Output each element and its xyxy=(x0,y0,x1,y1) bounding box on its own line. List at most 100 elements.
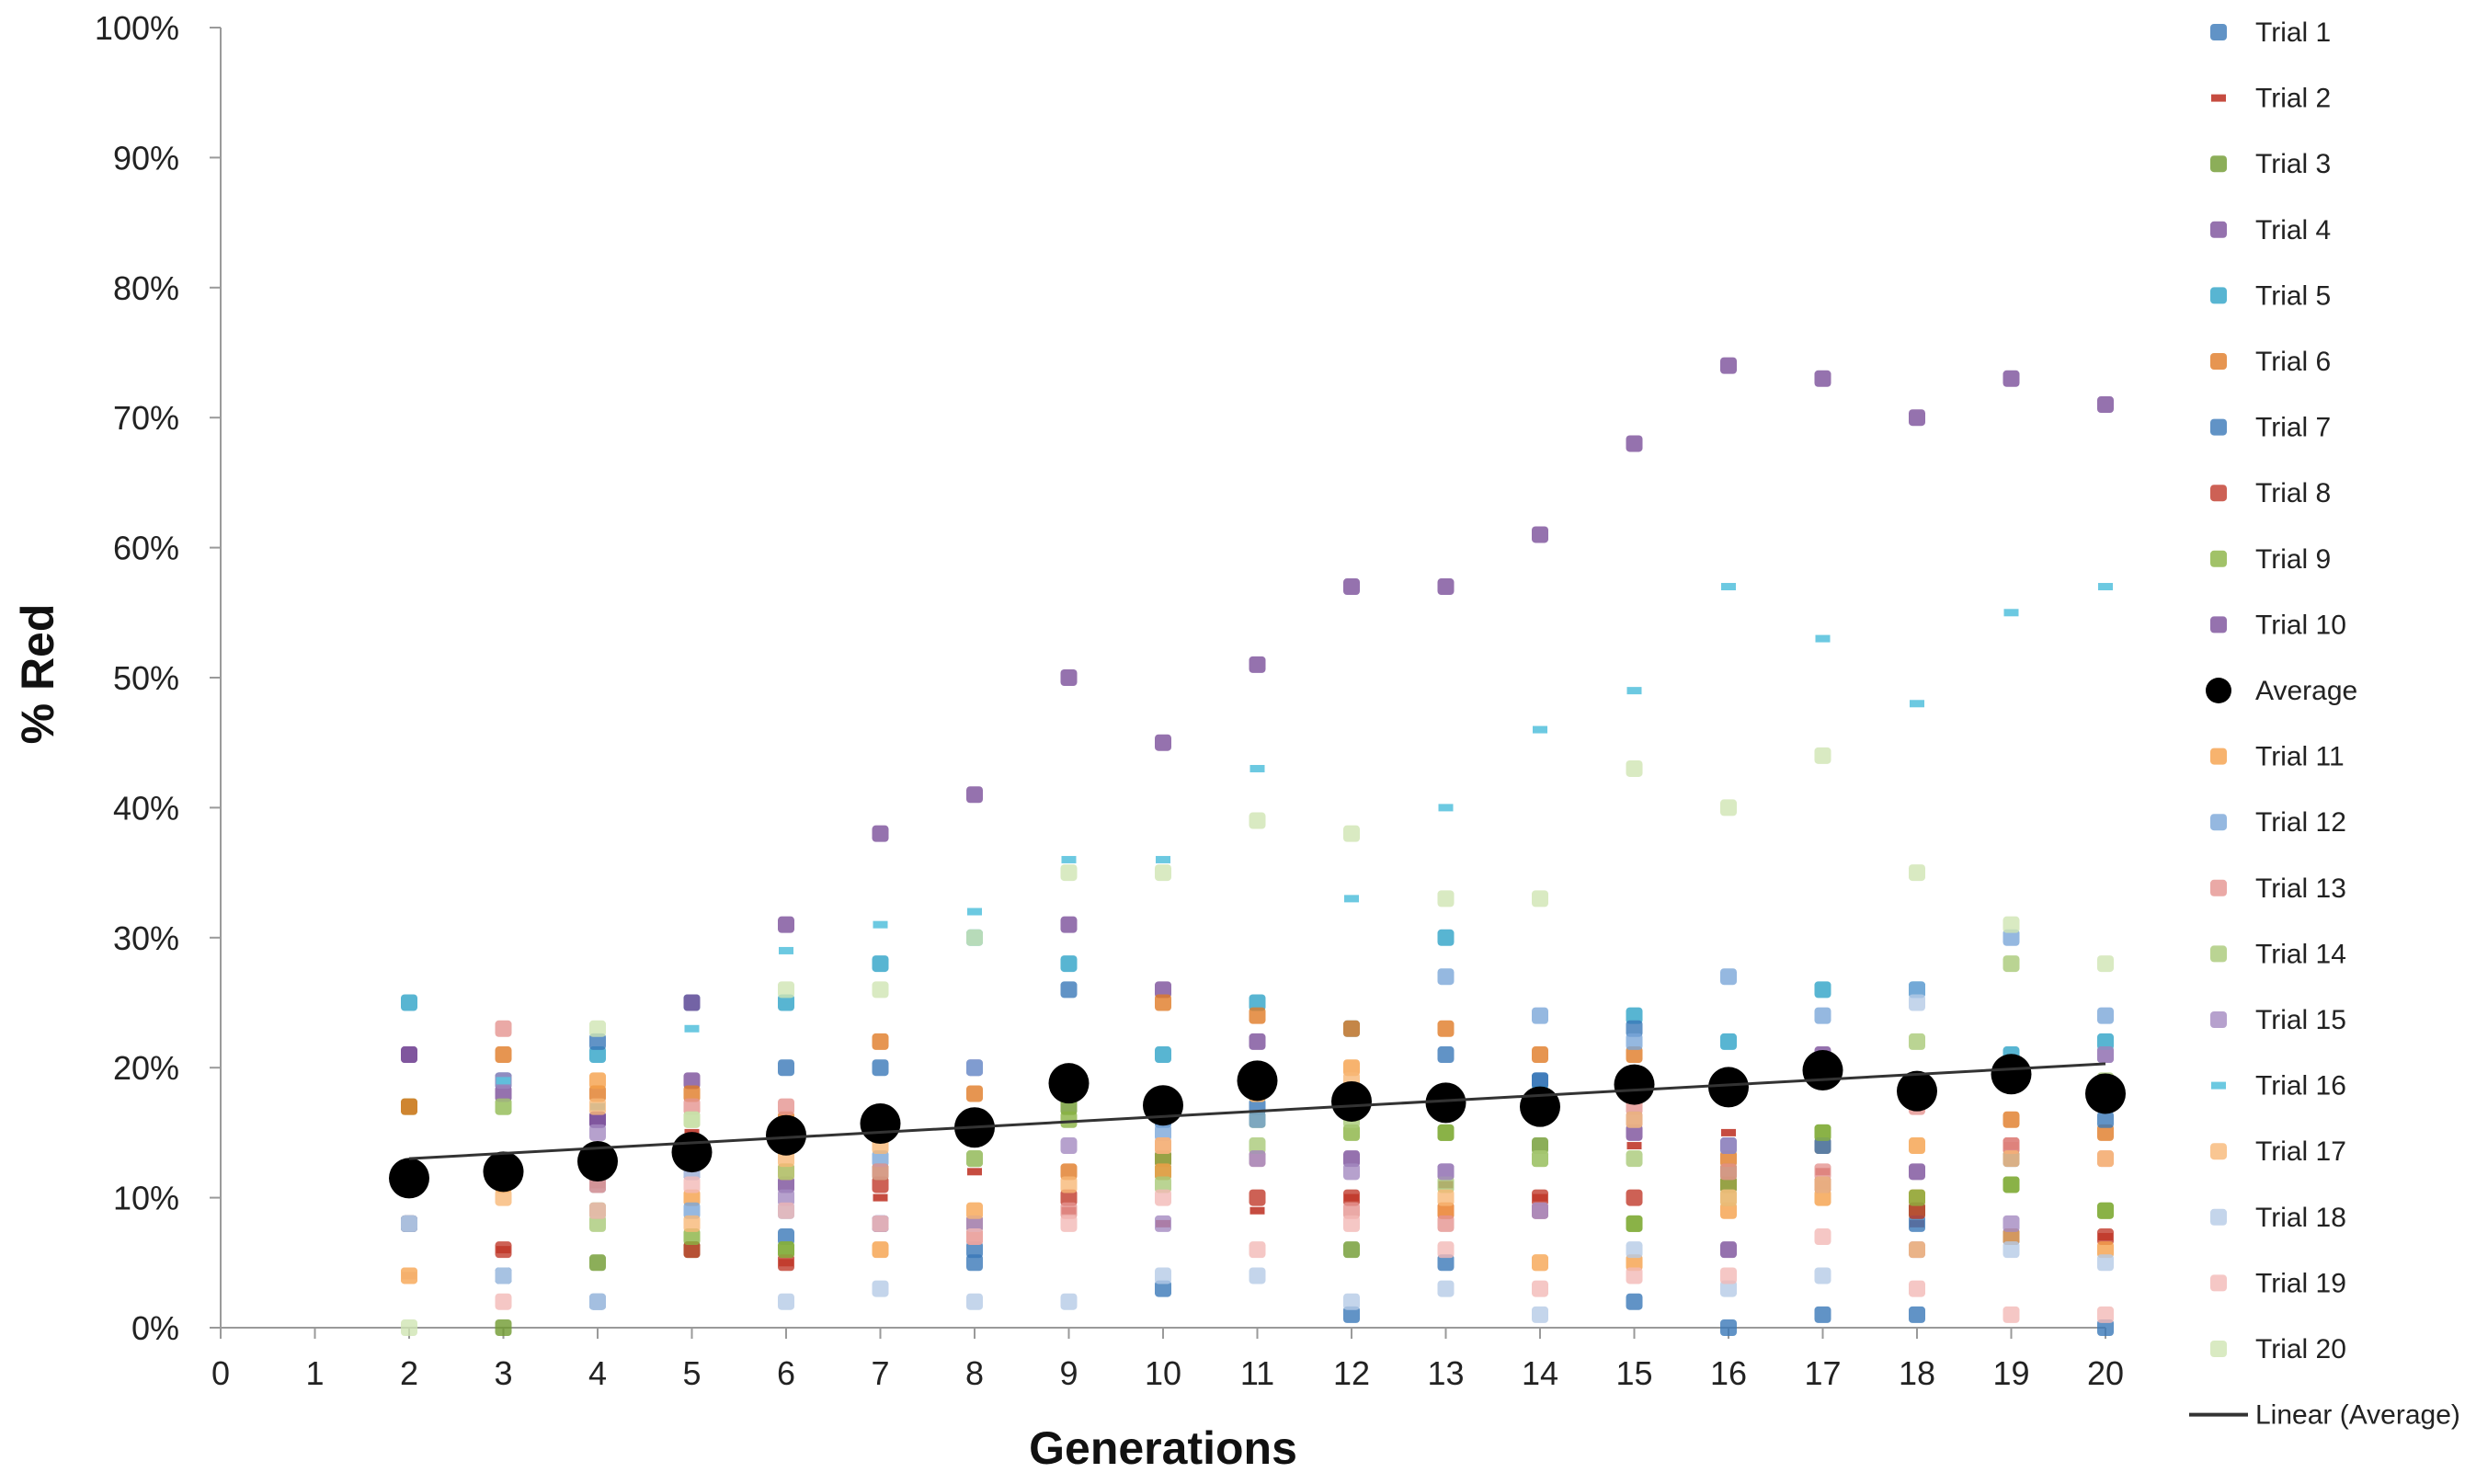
legend-label: Trial 1 xyxy=(2255,17,2331,48)
data-point-trial-10 xyxy=(2002,370,2020,387)
data-point-trial-11 xyxy=(1814,1189,1831,1206)
data-point-trial-11 xyxy=(1626,1254,1643,1272)
data-point-trial-20 xyxy=(2002,916,2020,933)
data-point-trial-4 xyxy=(1626,1124,1643,1141)
data-point-trial-11 xyxy=(683,1189,701,1206)
legend-item-trial-10: Trial 10 xyxy=(2210,610,2346,640)
legend-marker-trial-8 xyxy=(2210,485,2227,502)
legend-marker-trial-16 xyxy=(2211,1081,2226,1090)
series-trial-10 xyxy=(401,357,2114,1128)
legend-label: Average xyxy=(2255,676,2357,706)
legend-label: Trial 2 xyxy=(2255,84,2331,114)
data-point-trial-6 xyxy=(1155,994,1171,1011)
data-point-trial-12 xyxy=(1155,1124,1171,1141)
x-tick-label: 1 xyxy=(305,1354,324,1392)
data-point-trial-19 xyxy=(495,1293,512,1310)
data-point-trial-17 xyxy=(966,1202,983,1219)
data-point-trial-17 xyxy=(1437,1189,1455,1206)
data-point-trial-7 xyxy=(1437,1046,1455,1064)
legend-marker-trial-10 xyxy=(2210,616,2227,634)
data-point-trial-7 xyxy=(589,1033,606,1050)
data-point-trial-1 xyxy=(2097,1319,2114,1336)
data-point-average xyxy=(1708,1067,1749,1108)
data-point-trial-17 xyxy=(1532,1254,1548,1272)
legend-item-trial-7: Trial 7 xyxy=(2210,413,2331,443)
legend-marker-trial-13 xyxy=(2210,879,2227,896)
data-point-trial-6 xyxy=(872,1033,889,1050)
data-point-trial-11 xyxy=(1720,1202,1737,1219)
y-tick-label: 70% xyxy=(113,399,179,437)
data-point-trial-15 xyxy=(1532,1202,1548,1219)
data-point-trial-16 xyxy=(1910,700,1924,708)
data-point-trial-10 xyxy=(1909,409,1925,427)
data-point-trial-19 xyxy=(683,1176,701,1193)
data-point-trial-11 xyxy=(2002,1228,2020,1246)
data-point-trial-3 xyxy=(1343,1241,1360,1259)
data-point-trial-5 xyxy=(872,955,889,973)
data-point-trial-16 xyxy=(1344,895,1359,903)
x-tick-label: 19 xyxy=(1992,1354,2029,1392)
data-point-trial-11 xyxy=(2097,1241,2114,1259)
series-trial-19 xyxy=(401,1163,2114,1323)
legend-label: Linear (Average) xyxy=(2255,1400,2460,1431)
data-point-trial-19 xyxy=(589,1202,606,1219)
y-tick-label: 10% xyxy=(113,1180,179,1217)
data-point-trial-8 xyxy=(683,1241,701,1259)
series-trial-3 xyxy=(401,1098,2114,1336)
data-point-trial-12 xyxy=(2097,1007,2114,1024)
data-point-trial-18 xyxy=(1720,1280,1737,1297)
data-point-trial-9 xyxy=(1060,1111,1078,1128)
legend-label: Trial 11 xyxy=(2255,742,2345,772)
data-point-trial-15 xyxy=(1437,1163,1455,1181)
data-point-trial-6 xyxy=(2097,1124,2114,1141)
data-point-trial-20 xyxy=(966,929,983,946)
data-point-trial-17 xyxy=(1155,1137,1171,1155)
data-point-trial-4 xyxy=(1909,1163,1925,1181)
data-point-trial-1 xyxy=(1437,1254,1455,1272)
data-point-trial-16 xyxy=(496,1077,511,1085)
data-point-trial-19 xyxy=(1437,1241,1455,1259)
data-point-trial-19 xyxy=(1720,1267,1737,1284)
data-point-trial-1 xyxy=(872,1059,889,1077)
data-point-average xyxy=(1143,1085,1183,1126)
data-point-trial-14 xyxy=(778,1163,794,1181)
y-tick-label: 90% xyxy=(113,139,179,177)
data-point-trial-14 xyxy=(1909,1033,1925,1050)
data-point-trial-14 xyxy=(495,1098,512,1115)
legend-label: Trial 13 xyxy=(2255,873,2346,904)
x-tick-label: 8 xyxy=(965,1354,984,1392)
data-point-trial-15 xyxy=(1155,1215,1171,1232)
data-point-trial-3 xyxy=(1532,1137,1548,1155)
data-point-trial-20 xyxy=(1155,864,1171,882)
data-point-trial-13 xyxy=(1720,1163,1737,1181)
data-point-trial-9 xyxy=(778,1241,794,1259)
data-point-trial-10 xyxy=(589,1111,606,1128)
data-point-trial-10 xyxy=(778,916,794,933)
legend-item-trial-6: Trial 6 xyxy=(2210,347,2331,377)
data-point-trial-8 xyxy=(2097,1228,2114,1246)
data-point-trial-1 xyxy=(966,1254,983,1272)
data-point-trial-18 xyxy=(1532,1306,1548,1323)
data-point-trial-16 xyxy=(1061,855,1077,863)
data-point-trial-19 xyxy=(1060,1215,1078,1232)
data-point-trial-1 xyxy=(1909,1306,1925,1323)
legend-marker-trial-7 xyxy=(2210,418,2227,436)
data-point-trial-18 xyxy=(495,1267,512,1284)
data-point-trial-6 xyxy=(1626,1046,1643,1064)
data-point-average xyxy=(1802,1050,1843,1091)
x-tick-label: 6 xyxy=(777,1354,795,1392)
data-point-trial-10 xyxy=(872,825,889,842)
data-point-trial-10 xyxy=(495,1085,512,1102)
legend-item-trial-12: Trial 12 xyxy=(2210,807,2346,838)
data-point-trial-20 xyxy=(1626,759,1643,777)
data-point-average xyxy=(766,1114,806,1156)
legend-marker-trial-9 xyxy=(2210,550,2227,567)
data-point-trial-6 xyxy=(401,1098,417,1115)
data-point-trial-18 xyxy=(1060,1293,1078,1310)
trendline-linear-average xyxy=(408,1062,2106,1160)
data-point-trial-16 xyxy=(684,1024,700,1033)
data-point-trial-11 xyxy=(1437,1202,1455,1219)
data-point-trial-4 xyxy=(1720,1241,1737,1259)
data-point-trial-16 xyxy=(2098,583,2113,591)
data-point-trial-16 xyxy=(779,946,793,954)
